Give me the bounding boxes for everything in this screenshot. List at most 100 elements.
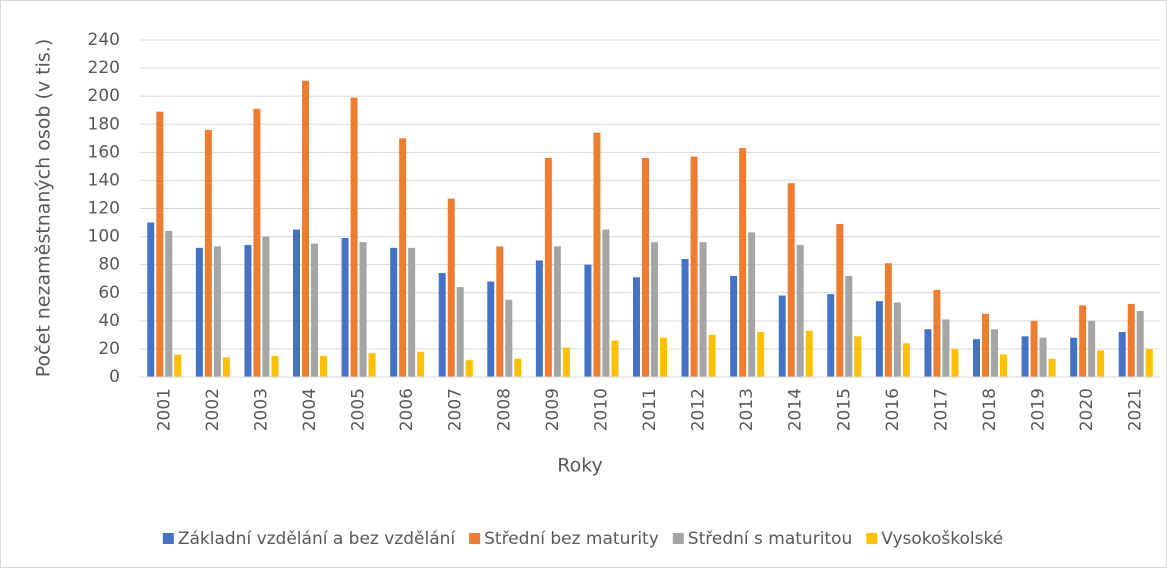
legend-swatch bbox=[672, 533, 684, 544]
y-tick-label: 60 bbox=[98, 283, 120, 303]
bar bbox=[553, 246, 561, 377]
x-tick-label: 2009 bbox=[543, 388, 563, 431]
legend-swatch bbox=[866, 533, 878, 544]
bar bbox=[147, 222, 155, 377]
bar bbox=[496, 246, 504, 377]
bar bbox=[845, 275, 853, 377]
x-tick-label: 2018 bbox=[980, 388, 1000, 431]
x-tick-label: 2007 bbox=[446, 388, 466, 431]
bar bbox=[1127, 303, 1135, 377]
x-tick-label: 2008 bbox=[494, 388, 514, 431]
bar bbox=[204, 129, 212, 377]
bar bbox=[651, 242, 658, 377]
y-tick-label: 140 bbox=[88, 170, 120, 190]
x-tick-label: 2010 bbox=[591, 388, 611, 431]
bar bbox=[156, 111, 164, 378]
x-tick-label: 2015 bbox=[834, 388, 854, 431]
bar bbox=[165, 230, 173, 377]
bar bbox=[991, 329, 998, 377]
bar bbox=[262, 236, 270, 377]
y-tick-label: 0 bbox=[109, 367, 120, 387]
bar bbox=[681, 259, 689, 377]
bar bbox=[1000, 354, 1007, 377]
y-tick-label: 40 bbox=[98, 311, 120, 331]
bar bbox=[602, 229, 610, 377]
bar bbox=[739, 148, 747, 377]
bar bbox=[836, 223, 844, 377]
bar bbox=[244, 245, 252, 377]
bar bbox=[505, 299, 513, 377]
bar bbox=[399, 138, 407, 377]
bar bbox=[933, 289, 941, 377]
bar bbox=[417, 351, 425, 377]
y-tick-label: 220 bbox=[88, 58, 120, 78]
bar bbox=[924, 329, 932, 377]
bar bbox=[1136, 311, 1144, 377]
bar bbox=[1070, 337, 1078, 377]
y-tick-label: 200 bbox=[88, 86, 120, 106]
y-tick-label: 100 bbox=[88, 227, 120, 247]
bar bbox=[854, 336, 862, 377]
bar bbox=[514, 358, 522, 377]
x-tick-label: 2014 bbox=[786, 388, 806, 431]
x-tick-label: 2019 bbox=[1029, 388, 1049, 431]
bar bbox=[787, 183, 795, 377]
x-tick-label: 2005 bbox=[349, 388, 369, 431]
x-tick-label: 2012 bbox=[689, 388, 709, 431]
bar bbox=[827, 294, 835, 377]
bar bbox=[341, 237, 349, 377]
bar bbox=[368, 353, 376, 377]
bar bbox=[1030, 320, 1038, 377]
bar bbox=[893, 302, 901, 377]
bar bbox=[982, 313, 989, 377]
bar bbox=[805, 330, 813, 377]
bar bbox=[408, 247, 416, 377]
bar bbox=[195, 247, 203, 377]
bar bbox=[973, 339, 980, 377]
bar bbox=[1039, 337, 1047, 377]
x-tick-label: 2017 bbox=[931, 388, 951, 431]
bar bbox=[271, 355, 279, 377]
y-tick-label: 180 bbox=[88, 114, 120, 134]
x-tick-label: 2003 bbox=[251, 388, 271, 431]
bar bbox=[642, 157, 649, 377]
bar bbox=[690, 156, 698, 377]
y-tick-label: 120 bbox=[88, 199, 120, 219]
y-tick-label: 20 bbox=[98, 339, 120, 359]
bar bbox=[778, 295, 786, 377]
bar bbox=[748, 232, 756, 377]
bar bbox=[875, 301, 883, 377]
bar bbox=[796, 245, 804, 377]
x-tick-label: 2020 bbox=[1077, 388, 1097, 431]
legend-swatch bbox=[469, 533, 481, 544]
bar bbox=[562, 347, 570, 377]
x-tick-label: 2016 bbox=[883, 388, 903, 431]
x-tick-label: 2011 bbox=[640, 388, 660, 431]
bar bbox=[213, 246, 221, 377]
bar bbox=[1118, 332, 1126, 377]
bar bbox=[174, 354, 182, 377]
bar bbox=[311, 243, 318, 377]
legend-swatch bbox=[162, 533, 174, 544]
bar bbox=[699, 242, 707, 377]
x-tick-label: 2001 bbox=[154, 388, 174, 431]
x-axis-title: Roky bbox=[557, 455, 603, 477]
bar bbox=[456, 287, 464, 377]
x-tick-label: 2004 bbox=[300, 388, 320, 431]
legend-label: Vysokoškolské bbox=[881, 529, 1003, 549]
bar bbox=[447, 198, 455, 377]
bar bbox=[535, 260, 543, 377]
bar bbox=[544, 157, 552, 377]
bar bbox=[1145, 348, 1153, 377]
x-tick-label: 2002 bbox=[203, 388, 223, 431]
bar bbox=[359, 242, 367, 377]
bar bbox=[487, 281, 495, 377]
bar bbox=[320, 355, 327, 377]
bar bbox=[1088, 320, 1096, 377]
x-tick-label: 2021 bbox=[1126, 388, 1146, 431]
bar bbox=[708, 334, 716, 377]
bar bbox=[1079, 305, 1087, 377]
bar bbox=[884, 263, 892, 377]
